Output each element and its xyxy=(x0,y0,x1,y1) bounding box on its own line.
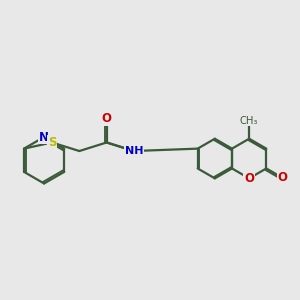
Text: N: N xyxy=(39,130,49,143)
Text: NH: NH xyxy=(125,146,143,156)
Text: O: O xyxy=(102,112,112,125)
Text: S: S xyxy=(48,136,56,149)
Text: CH₃: CH₃ xyxy=(240,116,258,126)
Text: O: O xyxy=(278,171,288,184)
Text: O: O xyxy=(244,172,254,185)
